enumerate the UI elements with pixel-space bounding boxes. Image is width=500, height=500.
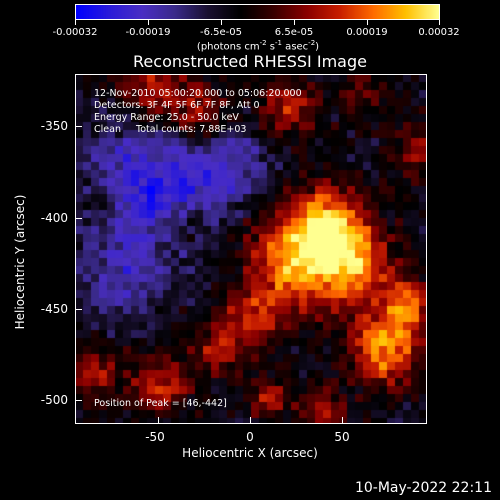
colorbar-tick-label: 0.00032 [418,27,460,38]
detectors-text: Detectors: 3F 4F 5F 6F 7F 8F, Att 0 [94,100,260,111]
colorbar-tick [75,20,76,25]
y-tick [75,400,82,401]
y-tick-label: -350 [40,119,68,133]
colorbar-tick [148,20,149,25]
rhessi-image [75,74,427,424]
energy-range-text: Energy Range: 25.0 - 50.0 keV [94,112,239,123]
colorbar-tick [221,20,222,25]
colorbar-tick-label: -6.5e-05 [200,27,242,38]
time-range-text: 12-Nov-2010 05:00:20.000 to 05:06:20.000 [94,88,302,99]
colorbar-tick-label: 0.00019 [346,27,388,38]
x-tick-label: -50 [145,430,165,444]
colorbar-tick-label: 6.5e-05 [274,27,314,38]
colorbar-tick [367,20,368,25]
image-title: Reconstructed RHESSI Image [133,52,367,71]
colorbar [75,4,440,20]
colorbar-tick [439,20,440,25]
peak-position-text: Position of Peak = [46,-442] [94,398,227,409]
y-tick [75,309,82,310]
colorbar-tick [294,20,295,25]
x-tick [158,417,159,424]
timestamp: 10-May-2022 22:11 [354,480,492,496]
x-tick-label: 0 [246,430,254,444]
y-tick-label: -500 [40,393,68,407]
y-axis-title: Heliocentric Y (arcsec) [13,194,27,330]
clean-counts-text: Clean Total counts: 7.88E+03 [94,124,247,135]
colorbar-tick-label: -0.00032 [52,27,98,38]
y-tick [75,218,82,219]
x-tick [342,417,343,424]
y-tick-label: -450 [40,302,68,316]
y-tick [75,126,82,127]
colorbar-tick-label: -0.00019 [125,27,171,38]
y-tick-label: -400 [40,211,68,225]
x-axis-title: Heliocentric X (arcsec) [182,446,318,460]
x-tick [250,417,251,424]
colorbar-unit: (photons cm-2 s-1 asec-2) [196,39,320,53]
x-tick-label: 50 [334,430,350,444]
